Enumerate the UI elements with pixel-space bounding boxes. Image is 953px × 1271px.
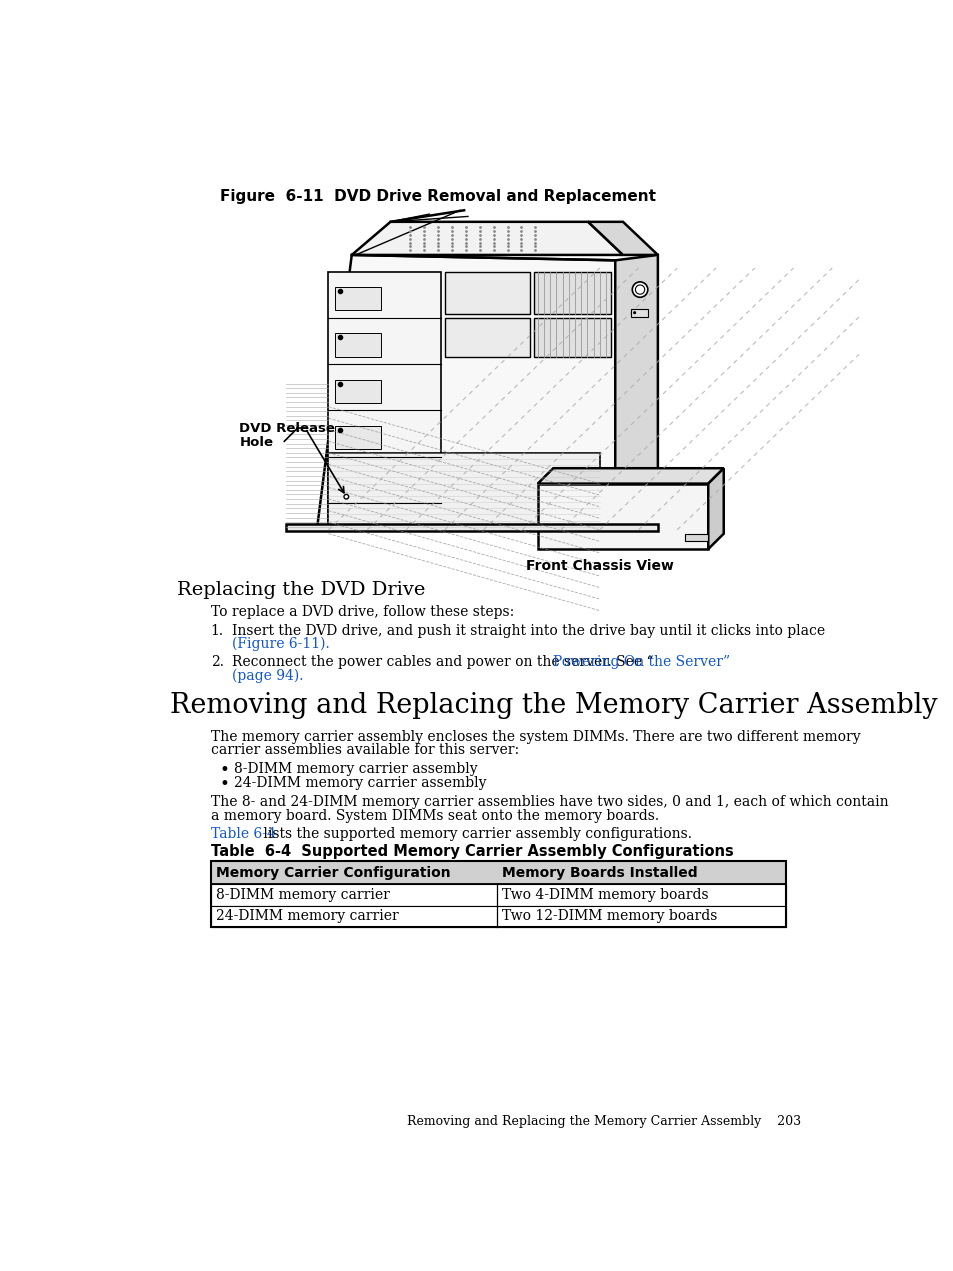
Bar [211, 905, 785, 927]
Bar [335, 380, 381, 403]
Text: •: • [220, 763, 230, 779]
Bar [630, 309, 647, 316]
Text: carrier assemblies available for this server:: carrier assemblies available for this se… [211, 744, 518, 758]
Bar [211, 885, 785, 905]
Text: 8-DIMM memory carrier assembly: 8-DIMM memory carrier assembly [233, 763, 477, 777]
Bar [286, 524, 658, 531]
Polygon shape [615, 255, 658, 530]
Polygon shape [537, 468, 723, 484]
Bar [684, 534, 707, 541]
Text: Removing and Replacing the Memory Carrier Assembly    203: Removing and Replacing the Memory Carrie… [407, 1115, 801, 1129]
Text: Replacing the DVD Drive: Replacing the DVD Drive [177, 581, 425, 599]
Text: Powering On the Server”: Powering On the Server” [553, 656, 730, 670]
Polygon shape [352, 222, 622, 255]
Text: (Figure 6-11).: (Figure 6-11). [232, 637, 329, 651]
Text: Two 12-DIMM memory boards: Two 12-DIMM memory boards [501, 910, 717, 924]
Text: Reconnect the power cables and power on the server. See “: Reconnect the power cables and power on … [232, 656, 653, 670]
Bar [444, 272, 530, 314]
Text: •: • [220, 777, 230, 793]
Bar [335, 426, 381, 449]
Polygon shape [316, 255, 615, 530]
Text: Two 4-DIMM memory boards: Two 4-DIMM memory boards [501, 888, 708, 902]
Circle shape [344, 494, 348, 500]
Bar [444, 318, 530, 357]
Circle shape [632, 282, 647, 297]
Text: 2.: 2. [211, 656, 223, 670]
Text: Table 6-4: Table 6-4 [211, 827, 275, 841]
Text: Memory Carrier Configuration: Memory Carrier Configuration [216, 866, 450, 880]
Text: Memory Boards Installed: Memory Boards Installed [501, 866, 697, 880]
Text: Hole: Hole [239, 436, 274, 449]
Text: Insert the DVD drive, and push it straight into the drive bay until it clicks in: Insert the DVD drive, and push it straig… [232, 624, 824, 638]
Text: 24-DIMM memory carrier: 24-DIMM memory carrier [216, 910, 398, 924]
Polygon shape [587, 222, 658, 255]
Polygon shape [537, 484, 707, 549]
Text: lists the supported memory carrier assembly configurations.: lists the supported memory carrier assem… [258, 827, 691, 841]
Polygon shape [707, 468, 723, 549]
Bar [534, 318, 611, 357]
Text: To replace a DVD drive, follow these steps:: To replace a DVD drive, follow these ste… [211, 605, 514, 619]
Text: Table  6-4  Supported Memory Carrier Assembly Configurations: Table 6-4 Supported Memory Carrier Assem… [211, 844, 733, 859]
Bar [211, 860, 785, 885]
Text: DVD Release: DVD Release [239, 422, 335, 435]
Bar [328, 452, 599, 530]
Text: a memory board. System DIMMs seat onto the memory boards.: a memory board. System DIMMs seat onto t… [211, 808, 659, 822]
Text: (page 94).: (page 94). [232, 669, 303, 683]
Bar [534, 272, 611, 314]
Text: The 8- and 24-DIMM memory carrier assemblies have two sides, 0 and 1, each of wh: The 8- and 24-DIMM memory carrier assemb… [211, 796, 887, 810]
Text: Figure  6-11  DVD Drive Removal and Replacement: Figure 6-11 DVD Drive Removal and Replac… [220, 189, 656, 205]
Text: 24-DIMM memory carrier assembly: 24-DIMM memory carrier assembly [233, 777, 486, 791]
Text: 8-DIMM memory carrier: 8-DIMM memory carrier [216, 888, 390, 902]
Bar [211, 860, 785, 927]
Text: Front Chassis View: Front Chassis View [525, 559, 673, 573]
Bar [335, 287, 381, 310]
Text: The memory carrier assembly encloses the system DIMMs. There are two different m: The memory carrier assembly encloses the… [211, 730, 860, 744]
Text: 1.: 1. [211, 624, 224, 638]
Bar [328, 272, 440, 530]
Circle shape [633, 311, 636, 314]
Text: Removing and Replacing the Memory Carrier Assembly: Removing and Replacing the Memory Carrie… [170, 691, 936, 718]
Bar [335, 333, 381, 357]
